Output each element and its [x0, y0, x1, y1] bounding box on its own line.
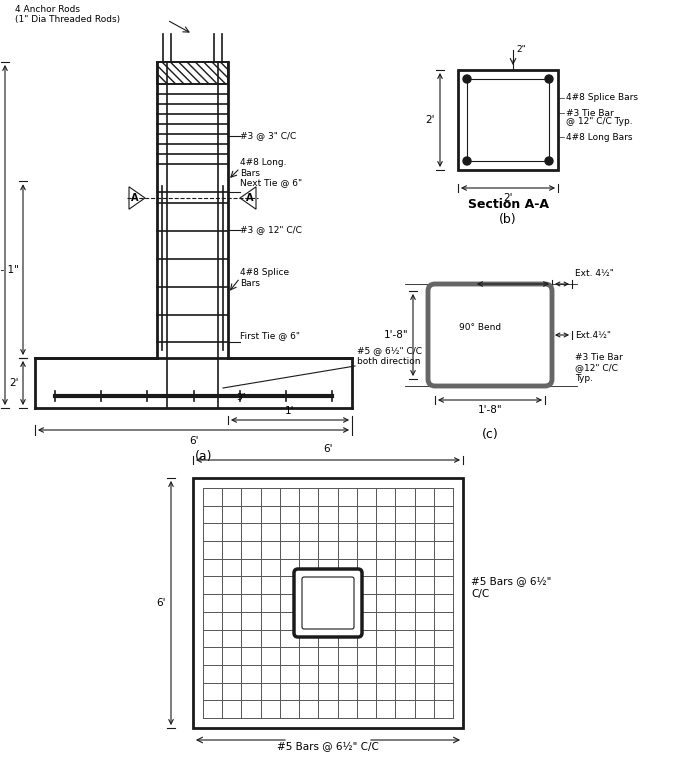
Text: #5 Bars @ 6½"
C/C: #5 Bars @ 6½" C/C [471, 577, 551, 599]
Text: 90° Bend: 90° Bend [459, 322, 501, 331]
Text: 6': 6' [156, 598, 166, 608]
Text: 4#8 Long Bars: 4#8 Long Bars [566, 133, 632, 142]
Text: 1': 1' [285, 406, 294, 416]
Text: A: A [246, 193, 254, 203]
Circle shape [545, 157, 553, 165]
Text: @ 12" C/C Typ.: @ 12" C/C Typ. [566, 117, 632, 127]
Text: #5 Bars @ 6½" C/C: #5 Bars @ 6½" C/C [277, 742, 379, 752]
Text: 1'-8": 1'-8" [384, 330, 408, 340]
Text: Section A-A: Section A-A [468, 199, 549, 211]
FancyBboxPatch shape [302, 577, 354, 629]
Text: 4#8 Long.
Bars: 4#8 Long. Bars [240, 158, 286, 177]
Text: 6': 6' [189, 436, 199, 446]
Text: 3": 3" [236, 393, 246, 402]
Text: A: A [131, 193, 139, 203]
Circle shape [463, 157, 471, 165]
Text: (b): (b) [499, 214, 517, 227]
Text: #3 Tie Bar
@12" C/C
Typ.: #3 Tie Bar @12" C/C Typ. [575, 353, 623, 383]
Text: 2': 2' [426, 115, 435, 125]
Text: Ext.4½": Ext.4½" [575, 330, 611, 340]
Text: First Tie @ 6": First Tie @ 6" [240, 331, 300, 340]
FancyBboxPatch shape [428, 284, 552, 386]
Bar [458, 70, 558, 170]
Text: #3 Tie Bar: #3 Tie Bar [566, 108, 614, 117]
Text: (c): (c) [481, 428, 498, 441]
Bar [157, 62, 228, 84]
Polygon shape [129, 186, 145, 209]
Text: 6': 6' [323, 444, 333, 454]
Text: 4#8 Splice Bars: 4#8 Splice Bars [566, 93, 638, 102]
Text: 3'- 1": 3'- 1" [0, 265, 19, 274]
Text: #3 @ 3" C/C: #3 @ 3" C/C [240, 131, 296, 140]
Text: 8'-6⅝": 8'-6⅝" [0, 218, 1, 252]
Text: Next Tie @ 6": Next Tie @ 6" [240, 178, 302, 187]
Polygon shape [240, 186, 256, 209]
Text: 4#8 Splice
Bars: 4#8 Splice Bars [240, 268, 289, 288]
FancyBboxPatch shape [294, 569, 362, 637]
Text: 2': 2' [503, 193, 513, 203]
Bar [467, 79, 549, 161]
Circle shape [463, 75, 471, 83]
Text: #3 @ 12" C/C: #3 @ 12" C/C [240, 225, 302, 234]
Text: 1'-8": 1'-8" [477, 405, 503, 415]
Text: 2": 2" [516, 45, 526, 55]
Text: (a): (a) [194, 450, 212, 463]
Circle shape [545, 75, 553, 83]
Bar [193, 478, 463, 728]
Text: #5 @ 6½" C/C
both direction: #5 @ 6½" C/C both direction [357, 346, 422, 365]
Text: 2': 2' [10, 378, 19, 388]
Text: 4 Anchor Rods
(1" Dia Threaded Rods): 4 Anchor Rods (1" Dia Threaded Rods) [15, 5, 120, 24]
Text: Ext. 4½": Ext. 4½" [575, 270, 614, 278]
